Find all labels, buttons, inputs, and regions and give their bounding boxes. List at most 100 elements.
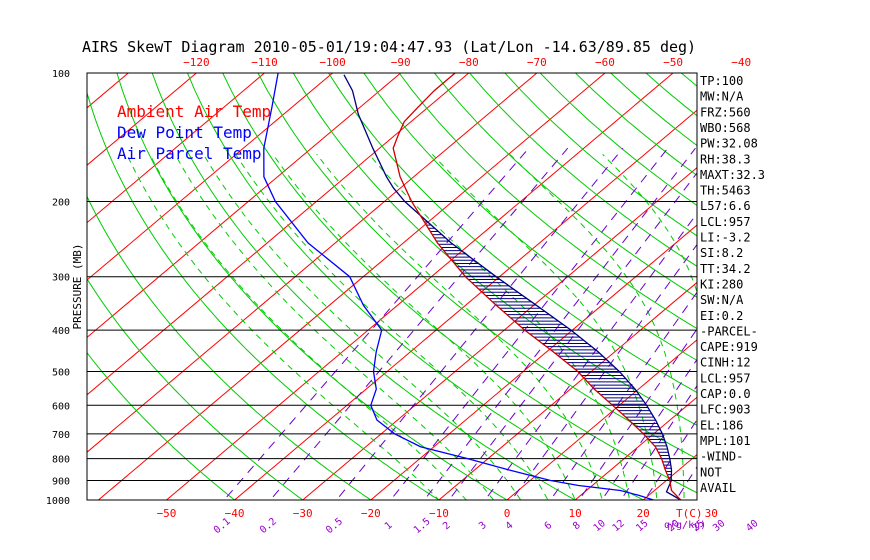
top-temp-tick: −50 [663,56,683,69]
index-line: TT:34.2 [700,262,751,276]
mixing-ratio-line [423,147,696,500]
top-temp-tick: −40 [731,56,751,69]
bottom-temp-tick: −10 [429,507,449,520]
mixing-ratio-line [269,147,569,500]
mixing-ratio-line [601,358,697,500]
dry-adiabat-line [187,73,645,500]
pressure-tick: 200 [52,198,70,209]
moist-adiabat-line [174,154,495,500]
mixing-ratio-tick: 10 [592,518,608,534]
top-temp-tick: −110 [251,56,278,69]
isotherm-line [87,73,265,224]
bottom-temp-tick: −30 [293,507,313,520]
ambient-temp-line [392,73,682,500]
moist-adiabat-line [235,154,549,500]
moist-adiabat-line [509,153,685,500]
pressure-tick: 700 [52,430,70,441]
dry-adiabat-line [87,351,236,500]
moist-adiabat-line [126,154,440,500]
isotherm-line [234,109,697,500]
axis-labels: −120 −110 −100 −90 −80 −70 −60 −50 −40−50 −40 −30−… [46,56,761,536]
index-line: FRZ:560 [700,105,751,119]
dry-adiabat-line [87,195,372,500]
isotherm-line [370,224,697,500]
legend-item: Ambient Air Temp [117,102,271,121]
legend-item: Air Parcel Temp [117,144,262,163]
index-line: CINH:12 [700,356,751,370]
dry-adiabat-line [257,73,697,460]
index-line: CAPE:919 [700,340,758,354]
mixing-ratio-tick: 2 [441,520,453,532]
mixing-ratio-line [549,291,697,500]
dry-adiabat-line [151,73,577,500]
isotherm-line [87,73,333,281]
isotherm-line [87,73,401,339]
mixing-ratio-tick: 1 [383,520,395,532]
pressure-tick: 500 [52,367,70,378]
index-line: MAXT:32.3 [700,168,765,182]
index-line: L57:6.6 [700,199,751,213]
moist-adiabat-line [316,153,603,500]
isotherm-line [779,73,870,500]
index-line: AVAIL [700,481,736,495]
chart-title: AIRS SkewT Diagram 2010-05-01/19:04:47.9… [82,38,696,56]
isotherm-line [302,166,697,500]
mixing-ratio-tick: 30 [711,518,727,534]
bottom-temp-tick: 30 [705,507,718,520]
index-line: -PARCEL- [700,324,758,338]
legend-item: Dew Point Temp [117,123,252,142]
isotherm-line [98,73,606,500]
top-temp-tick: −120 [183,56,210,69]
index-line: MW:N/A [700,90,744,104]
temp-unit-label: T(C) [676,507,703,520]
isotherm-line [438,281,697,500]
bottom-temp-tick: −40 [225,507,245,520]
bottom-temp-tick: 0 [504,507,511,520]
top-temp-tick: −90 [391,56,411,69]
isotherm-line [87,73,197,166]
index-line: CAP:0.0 [700,387,751,401]
pressure-tick: 400 [52,326,70,337]
profile-lines [263,73,682,500]
dewpoint-line [263,73,654,500]
pressure-tick: 600 [52,401,70,412]
mixing-ratio-tick: 15 [634,518,650,534]
dry-adiabat-line [645,73,697,117]
isotherm-line [87,73,470,396]
index-line: LI:-3.2 [700,231,751,245]
mixing-ratio-tick: 8 [571,520,583,532]
dry-adiabat-line [328,73,697,394]
y-axis-label: PRESSURE (MB) [71,243,84,329]
moist-adiabat-line [203,154,522,500]
dry-adiabat-line [87,277,304,500]
plot-grid [87,73,870,509]
dry-adiabat-line [752,73,870,509]
dry-adiabat-line [292,73,697,426]
moist-adiabat-line [431,153,658,500]
bottom-temp-tick: −50 [157,507,177,520]
index-line: EI:0.2 [700,309,743,323]
parcel-line [343,74,682,500]
mixing-ratio-line [749,148,870,509]
dry-adiabat-line [398,73,697,330]
index-line: RH:38.3 [700,152,751,166]
index-line: SI:8.2 [700,246,743,260]
index-line: EL:186 [700,418,743,432]
cape-hatching [420,214,672,482]
dry-adiabat-line [434,73,697,298]
moist-adiabat-line [764,154,800,509]
mixing-ratio-tick: 0.5 [324,516,345,536]
pressure-tick: 1000 [46,496,70,507]
dry-adiabat-line [363,73,697,361]
top-temp-tick: −100 [319,56,346,69]
mixing-ratio-line [335,147,624,500]
top-temp-tick: −70 [527,56,547,69]
index-line: WBO:568 [700,121,751,135]
top-temp-tick: −80 [459,56,479,69]
bottom-temp-tick: −20 [361,507,381,520]
dry-adiabat-line [822,73,870,509]
pressure-tick: 900 [52,476,70,487]
mixing-ratio-tick: 3 [477,520,489,532]
mixing-ratio-tick: 6 [543,520,555,532]
